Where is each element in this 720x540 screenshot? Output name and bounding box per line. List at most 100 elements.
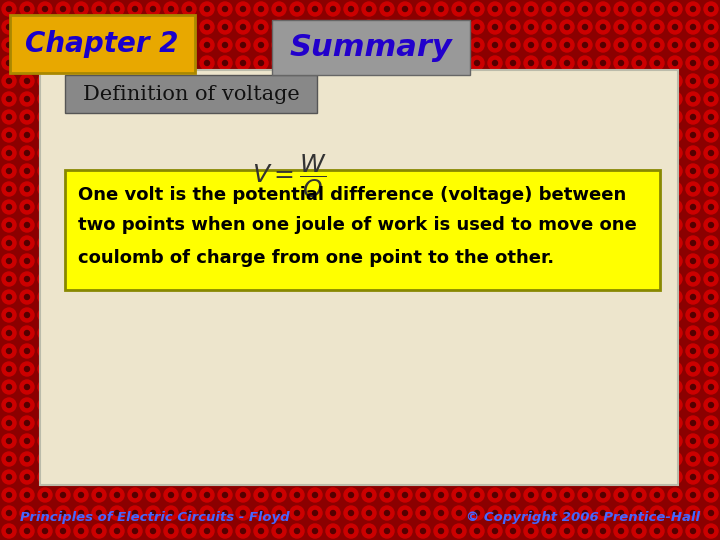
Circle shape	[668, 308, 682, 322]
Circle shape	[186, 132, 192, 138]
Circle shape	[312, 475, 318, 480]
Circle shape	[420, 60, 426, 65]
Circle shape	[470, 416, 484, 430]
Circle shape	[308, 380, 322, 394]
Circle shape	[510, 529, 516, 534]
Circle shape	[150, 24, 156, 30]
Circle shape	[290, 164, 304, 178]
Circle shape	[398, 56, 412, 70]
Circle shape	[618, 151, 624, 156]
Circle shape	[312, 97, 318, 102]
Circle shape	[344, 290, 358, 304]
Circle shape	[398, 182, 412, 196]
Circle shape	[582, 186, 588, 192]
Circle shape	[690, 151, 696, 156]
Circle shape	[74, 56, 88, 70]
Circle shape	[434, 452, 448, 466]
Circle shape	[110, 290, 124, 304]
Circle shape	[528, 276, 534, 281]
Circle shape	[686, 236, 700, 250]
Circle shape	[290, 200, 304, 214]
Circle shape	[96, 367, 102, 372]
Circle shape	[218, 128, 232, 142]
Circle shape	[596, 110, 610, 124]
Circle shape	[366, 132, 372, 138]
Circle shape	[276, 313, 282, 318]
Circle shape	[582, 529, 588, 534]
Circle shape	[294, 60, 300, 65]
Circle shape	[582, 259, 588, 264]
Circle shape	[636, 475, 642, 480]
Circle shape	[222, 456, 228, 462]
Circle shape	[218, 344, 232, 358]
Circle shape	[686, 182, 700, 196]
Circle shape	[164, 362, 178, 376]
Circle shape	[164, 146, 178, 160]
Circle shape	[96, 168, 102, 173]
Circle shape	[434, 416, 448, 430]
Circle shape	[650, 326, 664, 340]
Circle shape	[6, 78, 12, 84]
Circle shape	[128, 20, 142, 34]
Circle shape	[402, 492, 408, 497]
Circle shape	[362, 272, 376, 286]
Circle shape	[510, 6, 516, 11]
Circle shape	[2, 164, 16, 178]
Circle shape	[294, 529, 300, 534]
Circle shape	[308, 56, 322, 70]
Circle shape	[290, 326, 304, 340]
Circle shape	[434, 110, 448, 124]
Circle shape	[92, 146, 106, 160]
Circle shape	[114, 313, 120, 318]
Circle shape	[146, 38, 160, 52]
Circle shape	[128, 254, 142, 268]
Circle shape	[524, 326, 538, 340]
Circle shape	[182, 236, 196, 250]
Circle shape	[254, 200, 268, 214]
Circle shape	[312, 456, 318, 462]
Circle shape	[542, 182, 556, 196]
Circle shape	[24, 529, 30, 534]
Circle shape	[632, 434, 646, 448]
Circle shape	[186, 43, 192, 48]
Circle shape	[456, 367, 462, 372]
Circle shape	[132, 205, 138, 210]
Circle shape	[650, 74, 664, 88]
Circle shape	[452, 380, 466, 394]
Circle shape	[60, 348, 66, 354]
Circle shape	[132, 492, 138, 497]
Circle shape	[542, 398, 556, 412]
Circle shape	[344, 344, 358, 358]
Circle shape	[582, 205, 588, 210]
Circle shape	[96, 43, 102, 48]
Circle shape	[218, 290, 232, 304]
Circle shape	[200, 128, 214, 142]
Circle shape	[672, 78, 678, 84]
Circle shape	[74, 218, 88, 232]
Circle shape	[650, 416, 664, 430]
Circle shape	[470, 362, 484, 376]
Circle shape	[344, 128, 358, 142]
Circle shape	[330, 348, 336, 354]
Circle shape	[42, 384, 48, 389]
Circle shape	[492, 276, 498, 281]
Circle shape	[650, 236, 664, 250]
Circle shape	[438, 97, 444, 102]
Circle shape	[434, 434, 448, 448]
Circle shape	[272, 20, 286, 34]
Circle shape	[146, 362, 160, 376]
Circle shape	[254, 110, 268, 124]
Circle shape	[398, 434, 412, 448]
Circle shape	[222, 294, 228, 300]
Circle shape	[42, 151, 48, 156]
Circle shape	[258, 294, 264, 300]
Circle shape	[438, 492, 444, 497]
Circle shape	[146, 506, 160, 520]
Circle shape	[56, 434, 70, 448]
Circle shape	[546, 438, 552, 443]
Circle shape	[222, 60, 228, 65]
Circle shape	[312, 114, 318, 119]
Circle shape	[708, 438, 714, 443]
Bar	[65, 75, 317, 113]
Circle shape	[128, 506, 142, 520]
